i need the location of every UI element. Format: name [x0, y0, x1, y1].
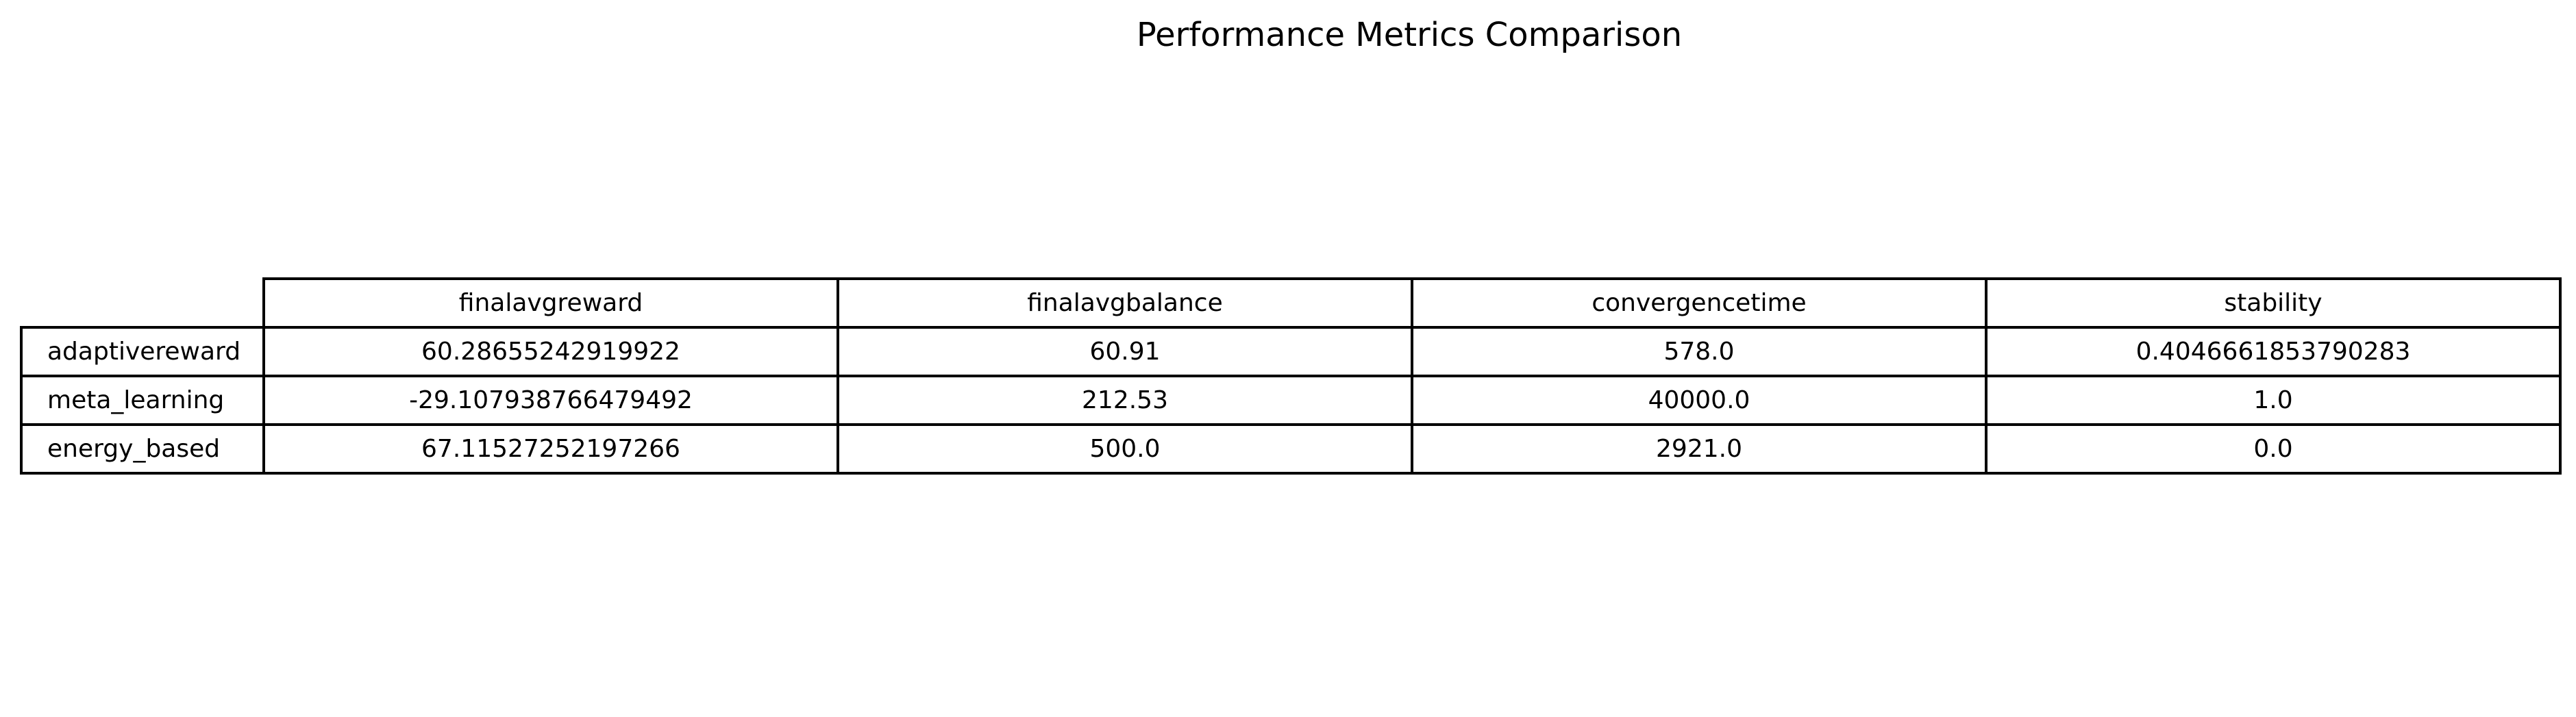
metrics-table: finalavgreward finalavgbalance convergen…	[20, 277, 2562, 475]
table-cell: 2921.0	[1411, 423, 1987, 475]
table-cell: 67.11527252197266	[262, 423, 839, 475]
table-cell: -29.107938766479492	[262, 375, 839, 426]
table-header-row: finalavgreward finalavgbalance convergen…	[21, 277, 2562, 329]
row-header: adaptivereward	[20, 326, 265, 377]
column-header: convergencetime	[1411, 277, 1987, 329]
table-cell: 212.53	[837, 375, 1413, 426]
table-row: meta_learning -29.107938766479492 212.53…	[20, 375, 2562, 426]
table-cell: 500.0	[837, 423, 1413, 475]
table-cell: 1.0	[1985, 375, 2562, 426]
table-cell: 578.0	[1411, 326, 1987, 377]
table-corner-cell	[21, 279, 264, 327]
table-row: energy_based 67.11527252197266 500.0 292…	[20, 423, 2562, 475]
chart-title: Performance Metrics Comparison	[1136, 16, 1683, 54]
row-header: energy_based	[20, 423, 265, 475]
table-cell: 0.0	[1985, 423, 2562, 475]
table-cell: 40000.0	[1411, 375, 1987, 426]
table-cell: 60.91	[837, 326, 1413, 377]
table-row: adaptivereward 60.28655242919922 60.91 5…	[20, 326, 2562, 377]
column-header: finalavgreward	[262, 277, 839, 329]
row-header: meta_learning	[20, 375, 265, 426]
table-cell: 60.28655242919922	[262, 326, 839, 377]
column-header: stability	[1985, 277, 2562, 329]
table-cell: 0.4046661853790283	[1985, 326, 2562, 377]
column-header: finalavgbalance	[837, 277, 1413, 329]
